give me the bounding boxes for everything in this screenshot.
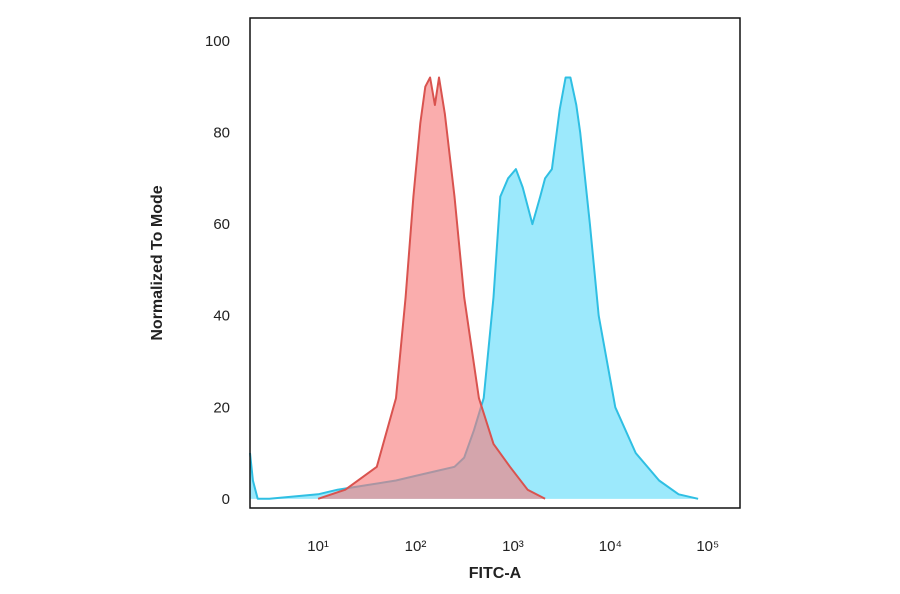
y-tick-label: 80 [213, 124, 230, 141]
y-tick-label: 100 [205, 33, 230, 50]
y-tick-label: 60 [213, 216, 230, 233]
x-tick-label: 10⁴ [599, 538, 622, 555]
area-fill [318, 77, 546, 499]
x-tick-label: 10¹ [307, 538, 329, 555]
x-tick-label: 10³ [502, 538, 524, 555]
y-tick-label: 0 [222, 491, 230, 508]
y-axis-title: Normalized To Mode [149, 185, 166, 340]
x-tick-label: 10² [405, 538, 427, 555]
area-outline [317, 76, 546, 500]
x-tick-label: 10⁵ [696, 538, 719, 555]
plot-frame [249, 17, 741, 509]
y-tick-label: 20 [213, 399, 230, 416]
x-axis-title: FITC-A [469, 565, 522, 582]
area-fill [250, 77, 699, 499]
y-tick-label: 40 [213, 308, 230, 325]
